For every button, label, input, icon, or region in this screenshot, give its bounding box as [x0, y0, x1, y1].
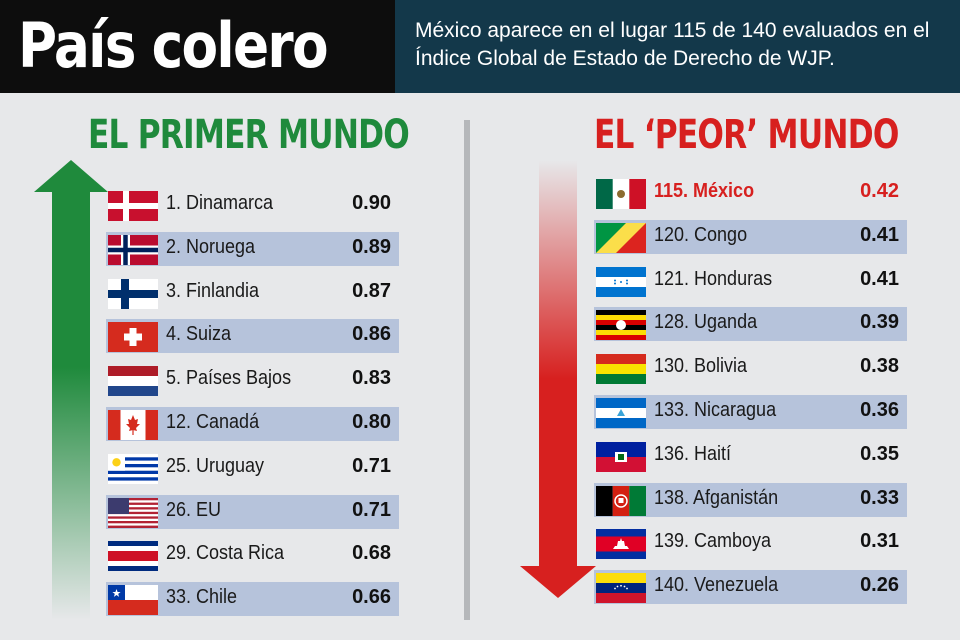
ranking-row: 33. Chile 0.66 [106, 582, 399, 617]
afghanistan-flag-icon [596, 485, 646, 516]
ranking-row: 29. Costa Rica 0.68 [106, 538, 399, 572]
cambodia-flag-icon [596, 529, 646, 560]
ranking-row: 12. Canadá 0.80 [106, 407, 399, 441]
uganda-flag-icon [596, 310, 646, 341]
ranking-row: 140. Venezuela 0.26 [594, 570, 907, 605]
left-section-title: EL PRIMER MUNDO [88, 112, 410, 158]
country-rank-label: 120. Congo [654, 223, 748, 246]
country-rank-label: 26. EU [166, 498, 222, 521]
score-value: 0.42 [860, 180, 899, 202]
score-value: 0.41 [860, 267, 899, 290]
country-rank-label: 115. México [654, 180, 755, 202]
ranking-row: 121. Honduras 0.41 [594, 264, 907, 298]
ranking-row: 25. Uruguay 0.71 [106, 451, 399, 485]
score-value: 0.39 [860, 311, 899, 334]
score-value: 0.80 [352, 411, 391, 433]
ranking-row: 3. Finlandia 0.87 [106, 276, 399, 310]
center-divider [464, 120, 470, 620]
score-value: 0.68 [352, 542, 391, 565]
country-rank-label: 130. Bolivia [654, 355, 748, 378]
country-rank-label: 1. Dinamarca [166, 192, 274, 214]
ranking-row: 139. Camboya 0.31 [594, 526, 907, 560]
score-value: 0.41 [860, 223, 899, 246]
ranking-row: 1. Dinamarca 0.90 [106, 188, 399, 222]
ranking-row: 5. Países Bajos 0.83 [106, 363, 399, 397]
score-value: 0.87 [352, 279, 391, 302]
country-rank-label: 128. Uganda [654, 311, 758, 334]
mexico-flag-icon [596, 179, 646, 209]
honduras-flag-icon [596, 266, 646, 297]
congo-flag-icon [596, 222, 646, 253]
score-value: 0.31 [860, 530, 899, 553]
country-rank-label: 3. Finlandia [166, 279, 260, 302]
bolivia-flag-icon [596, 354, 646, 385]
header-subtitle-panel: México aparece en el lugar 115 de 140 ev… [395, 0, 960, 93]
score-value: 0.86 [352, 323, 391, 346]
ranking-row: 115. México 0.42 [594, 176, 907, 210]
score-value: 0.38 [860, 355, 899, 378]
right-section-title: EL ‘PEOR’ MUNDO [594, 112, 899, 158]
score-value: 0.83 [352, 367, 391, 390]
usa-flag-icon [108, 497, 158, 528]
ranking-row: 128. Uganda 0.39 [594, 307, 907, 342]
country-rank-label: 2. Noruega [166, 235, 256, 258]
country-rank-label: 139. Camboya [654, 530, 772, 553]
norway-flag-icon [108, 234, 158, 265]
haiti-flag-icon [596, 441, 646, 472]
score-value: 0.71 [352, 454, 391, 477]
header-title-panel: País colero [0, 0, 395, 93]
score-value: 0.71 [352, 498, 391, 521]
nicaragua-flag-icon [596, 398, 646, 428]
costa-rica-flag-icon [108, 541, 158, 572]
uruguay-flag-icon [108, 453, 158, 484]
up-arrow-icon [34, 160, 108, 620]
ranking-row: 26. EU 0.71 [106, 494, 399, 529]
denmark-flag-icon [108, 191, 158, 221]
ranking-row: 2. Noruega 0.89 [106, 231, 399, 266]
finland-flag-icon [108, 278, 158, 309]
score-value: 0.90 [352, 192, 391, 214]
score-value: 0.36 [860, 399, 899, 421]
score-value: 0.89 [352, 235, 391, 258]
score-value: 0.33 [860, 486, 899, 509]
country-rank-label: 138. Afganistán [654, 486, 779, 509]
ranking-row: 120. Congo 0.41 [594, 219, 907, 254]
page-subtitle: México aparece en el lugar 115 de 140 ev… [415, 19, 930, 70]
country-rank-label: 133. Nicaragua [654, 399, 777, 421]
switzerland-flag-icon [108, 322, 158, 353]
ranking-row: 130. Bolivia 0.38 [594, 351, 907, 385]
ranking-row: 4. Suiza 0.86 [106, 319, 399, 354]
score-value: 0.26 [860, 574, 899, 597]
ranking-row: 138. Afganistán 0.33 [594, 482, 907, 517]
country-rank-label: 33. Chile [166, 586, 238, 609]
netherlands-flag-icon [108, 366, 158, 397]
country-rank-label: 136. Haití [654, 442, 732, 465]
score-value: 0.35 [860, 442, 899, 465]
country-rank-label: 5. Países Bajos [166, 367, 292, 390]
venezuela-flag-icon [596, 573, 646, 604]
page-title: País colero [18, 9, 329, 82]
country-rank-label: 140. Venezuela [654, 574, 779, 597]
ranking-row: 136. Haití 0.35 [594, 439, 907, 473]
country-rank-label: 12. Canadá [166, 411, 260, 433]
chile-flag-icon [108, 585, 158, 616]
ranking-row: 133. Nicaragua 0.36 [594, 395, 907, 429]
country-rank-label: 4. Suiza [166, 323, 232, 346]
country-rank-label: 29. Costa Rica [166, 542, 285, 565]
canada-flag-icon [108, 410, 158, 440]
down-arrow-icon [520, 160, 596, 598]
country-rank-label: 121. Honduras [654, 267, 773, 290]
country-rank-label: 25. Uruguay [166, 454, 265, 477]
score-value: 0.66 [352, 586, 391, 609]
